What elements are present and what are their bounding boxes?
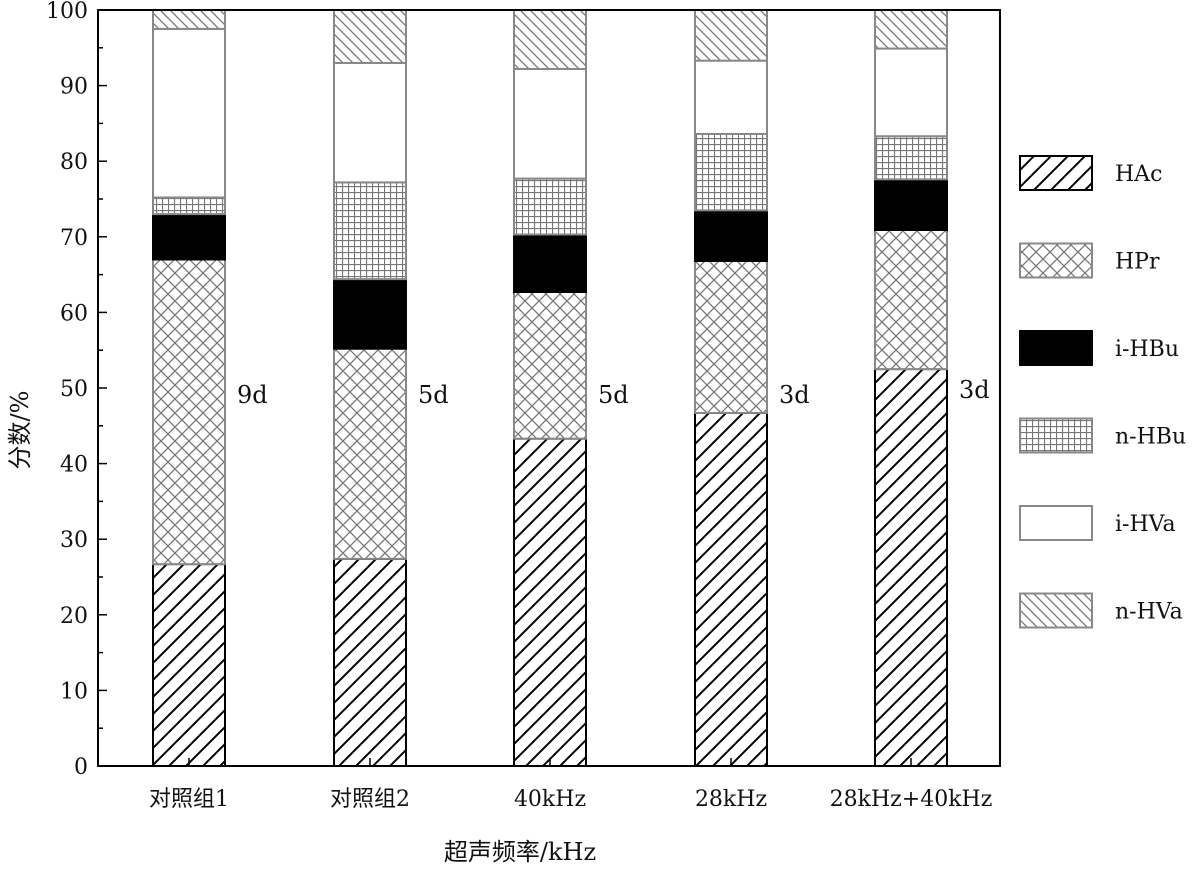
bar-segment-hac-1 — [152, 563, 226, 768]
legend-label-n-hva: n-HVa — [1115, 600, 1183, 625]
y-tick-label: 40 — [60, 453, 88, 478]
legend-swatch-hpr — [1019, 242, 1093, 279]
bar-segment-i-hva-5 — [874, 47, 948, 138]
y-tick-label: 30 — [60, 528, 88, 553]
legend-swatch-n-hva — [1019, 592, 1093, 629]
legend-label-hac: HAc — [1115, 162, 1162, 187]
legend-swatch-hac — [1019, 155, 1093, 191]
y-tick-label: 10 — [60, 679, 88, 704]
bar-segment-hac-3 — [513, 437, 587, 767]
bar-segment-i-hbu-5 — [874, 178, 948, 231]
y-tick-label: 50 — [60, 377, 88, 402]
bar-segment-hac-5 — [874, 368, 948, 767]
legend-swatch-i-hbu — [1019, 330, 1093, 366]
bar-segment-n-hbu-4 — [694, 132, 768, 212]
bar-segment-n-hbu-1 — [152, 196, 226, 216]
bar-segment-i-hbu-4 — [694, 209, 768, 262]
bar-segment-i-hva-3 — [513, 67, 587, 180]
bar-segment-n-hva-2 — [333, 9, 407, 64]
bar-segment-hac-4 — [694, 411, 768, 767]
legend-label-n-hbu: n-HBu — [1115, 425, 1186, 450]
bar-segment-n-hbu-3 — [513, 177, 587, 236]
x-tick-label: 40kHz — [514, 787, 586, 812]
bar-segment-i-hva-4 — [694, 59, 768, 135]
bar-segment-hpr-1 — [152, 258, 226, 566]
x-tick-label: 28kHz+40kHz — [830, 787, 993, 812]
bar-segment-n-hbu-2 — [333, 181, 407, 281]
bar-segment-i-hbu-1 — [152, 213, 226, 261]
y-tick-label: 0 — [74, 755, 88, 780]
y-tick-label: 90 — [60, 75, 88, 100]
legend-swatch-n-hbu — [1019, 417, 1093, 454]
bar-segment-n-hva-4 — [694, 9, 768, 62]
bar-annotation: 5d — [418, 381, 449, 409]
bar-annotation: 3d — [779, 381, 810, 409]
legend-label-hpr: HPr — [1115, 250, 1160, 275]
bar-segment-n-hbu-5 — [874, 135, 948, 181]
bar-annotation: 3d — [959, 376, 990, 404]
bar-annotation: 9d — [237, 381, 268, 409]
bar-segment-hpr-2 — [333, 347, 407, 560]
bar-segment-hac-2 — [333, 557, 407, 768]
x-axis-title: 超声频率/kHz — [444, 838, 596, 866]
bar-segment-hpr-4 — [694, 259, 768, 414]
y-tick-label: 80 — [60, 150, 88, 175]
bar-segment-i-hbu-3 — [513, 233, 587, 293]
legend-label-i-hva: i-HVa — [1115, 512, 1176, 537]
bar-segment-i-hbu-2 — [333, 278, 407, 350]
y-tick-label: 60 — [60, 301, 88, 326]
bar-annotation: 5d — [598, 381, 629, 409]
bar-segment-n-hva-3 — [513, 9, 587, 70]
legend-swatch-i-hva — [1019, 505, 1093, 541]
y-tick-label: 70 — [60, 226, 88, 251]
y-tick-label: 100 — [46, 0, 88, 24]
y-tick-label: 20 — [60, 604, 88, 629]
bar-segment-i-hva-1 — [152, 27, 226, 199]
bar-segment-n-hva-5 — [874, 9, 948, 50]
x-tick-label: 28kHz — [695, 787, 767, 812]
bar-segment-i-hva-2 — [333, 61, 407, 184]
legend-label-i-hbu: i-HBu — [1115, 337, 1179, 362]
y-axis-title: 分数/% — [6, 391, 34, 470]
bar-segment-hpr-3 — [513, 290, 587, 440]
bar-segment-hpr-5 — [874, 228, 948, 371]
x-tick-label: 对照组2 — [330, 787, 410, 812]
bar-segment-n-hva-1 — [152, 9, 226, 30]
x-tick-label: 对照组1 — [149, 787, 229, 812]
